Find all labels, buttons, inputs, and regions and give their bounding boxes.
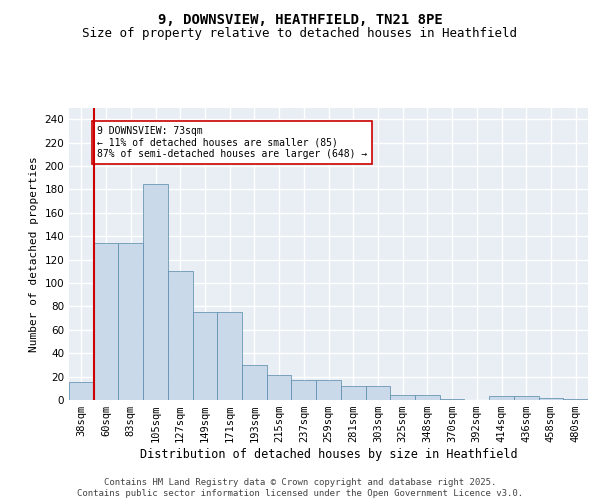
Bar	[217, 312, 242, 400]
Bar	[168, 272, 193, 400]
Bar	[69, 382, 94, 400]
Bar	[390, 396, 415, 400]
Bar	[242, 365, 267, 400]
Bar	[539, 398, 563, 400]
Text: Contains HM Land Registry data © Crown copyright and database right 2025.
Contai: Contains HM Land Registry data © Crown c…	[77, 478, 523, 498]
Bar	[193, 312, 217, 400]
Bar	[489, 396, 514, 400]
Bar	[514, 396, 539, 400]
Bar	[267, 376, 292, 400]
Text: Size of property relative to detached houses in Heathfield: Size of property relative to detached ho…	[83, 28, 517, 40]
X-axis label: Distribution of detached houses by size in Heathfield: Distribution of detached houses by size …	[140, 448, 517, 461]
Bar	[316, 380, 341, 400]
Y-axis label: Number of detached properties: Number of detached properties	[29, 156, 39, 352]
Bar	[365, 386, 390, 400]
Bar	[118, 243, 143, 400]
Bar	[292, 380, 316, 400]
Bar	[563, 399, 588, 400]
Bar	[94, 243, 118, 400]
Text: 9 DOWNSVIEW: 73sqm
← 11% of detached houses are smaller (85)
87% of semi-detache: 9 DOWNSVIEW: 73sqm ← 11% of detached hou…	[97, 126, 367, 160]
Bar	[440, 399, 464, 400]
Bar	[341, 386, 365, 400]
Bar	[143, 184, 168, 400]
Text: 9, DOWNSVIEW, HEATHFIELD, TN21 8PE: 9, DOWNSVIEW, HEATHFIELD, TN21 8PE	[158, 12, 442, 26]
Bar	[415, 396, 440, 400]
